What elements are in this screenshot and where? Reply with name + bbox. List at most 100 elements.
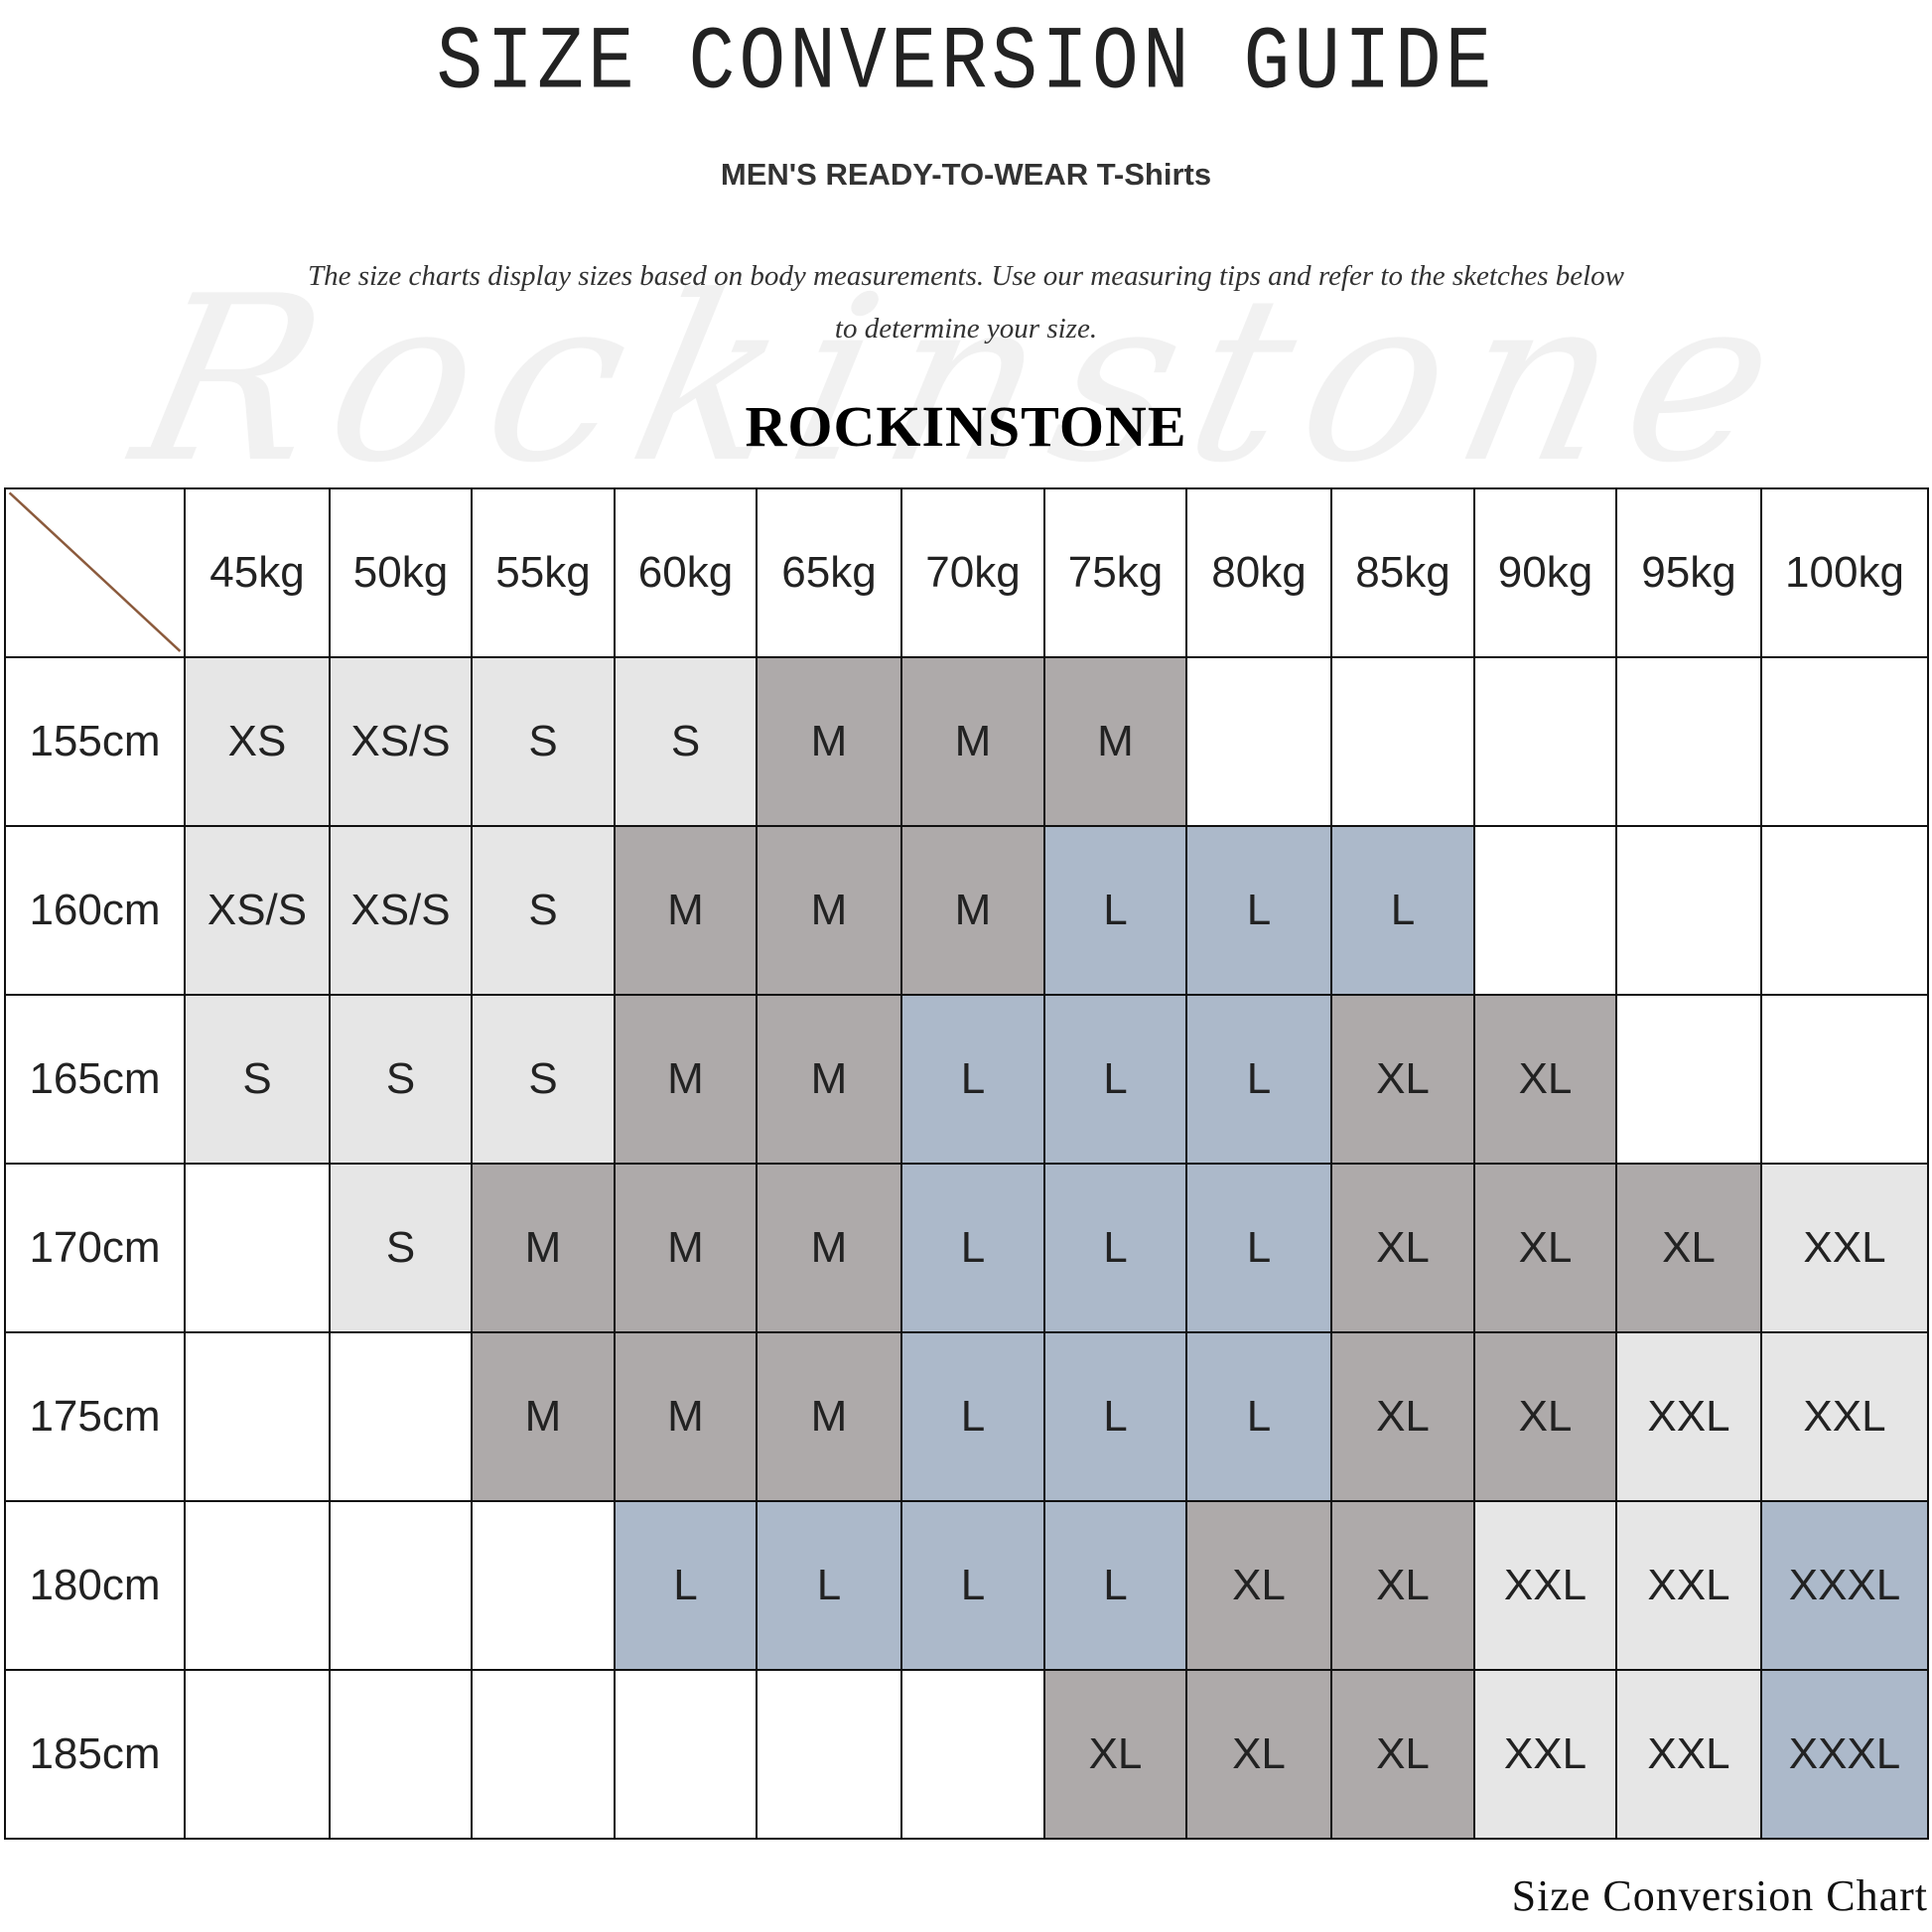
- table-row: 160cm XS/S XS/S S M M M L L L: [4, 825, 1929, 996]
- size-cell: [471, 1500, 616, 1671]
- size-cell: L: [1185, 994, 1332, 1165]
- size-cell: XL: [1473, 1163, 1617, 1333]
- brand-name: ROCKINSTONE: [745, 394, 1187, 459]
- size-cell: [900, 1669, 1045, 1840]
- corner-cell: [4, 487, 186, 658]
- size-cell: [184, 1500, 331, 1671]
- description: The size charts display sizes based on b…: [307, 260, 1625, 345]
- column-header-weight: 55kg: [471, 487, 616, 658]
- size-cell: M: [756, 994, 902, 1165]
- size-cell: L: [1043, 825, 1187, 996]
- size-cell: XL: [1330, 1500, 1475, 1671]
- size-cell: M: [900, 825, 1045, 996]
- column-header-weight: 80kg: [1185, 487, 1332, 658]
- column-header-weight: 100kg: [1760, 487, 1929, 658]
- size-cell: M: [756, 1163, 902, 1333]
- size-cell: L: [900, 1331, 1045, 1502]
- size-cell: L: [756, 1500, 902, 1671]
- row-header-height: 175cm: [4, 1331, 186, 1502]
- column-header-weight: 85kg: [1330, 487, 1475, 658]
- column-header-weight: 60kg: [614, 487, 758, 658]
- row-header-height: 155cm: [4, 656, 186, 827]
- size-cell: M: [756, 656, 902, 827]
- size-cell: M: [614, 994, 758, 1165]
- column-header-weight: 90kg: [1473, 487, 1617, 658]
- size-cell: M: [756, 1331, 902, 1502]
- size-cell: L: [900, 1163, 1045, 1333]
- column-header-weight: 75kg: [1043, 487, 1187, 658]
- size-cell: S: [184, 994, 331, 1165]
- row-header-height: 185cm: [4, 1669, 186, 1840]
- size-cell: M: [756, 825, 902, 996]
- size-cell: L: [1185, 1331, 1332, 1502]
- column-header-weight: 95kg: [1615, 487, 1762, 658]
- size-cell: XS: [184, 656, 331, 827]
- size-cell: [329, 1669, 473, 1840]
- size-cell: XL: [1473, 1331, 1617, 1502]
- row-header-height: 160cm: [4, 825, 186, 996]
- size-cell: XL: [1185, 1500, 1332, 1671]
- size-cell: L: [1185, 825, 1332, 996]
- size-cell: XXXL: [1760, 1500, 1929, 1671]
- size-cell: [1760, 656, 1929, 827]
- size-cell: L: [1043, 994, 1187, 1165]
- column-header-weight: 45kg: [184, 487, 331, 658]
- size-cell: XXL: [1760, 1331, 1929, 1502]
- size-cell: XL: [1043, 1669, 1187, 1840]
- table-row: 175cm M M M L L L XL XL XXL XXL: [4, 1331, 1929, 1502]
- size-cell: [1615, 994, 1762, 1165]
- size-cell: M: [1043, 656, 1187, 827]
- row-header-height: 170cm: [4, 1163, 186, 1333]
- table-row: 185cm XL XL XL XXL XXL XXXL: [4, 1669, 1929, 1840]
- size-cell: XXL: [1615, 1331, 1762, 1502]
- size-cell: [184, 1163, 331, 1333]
- row-header-height: 165cm: [4, 994, 186, 1165]
- column-header-weight: 70kg: [900, 487, 1045, 658]
- size-cell: [756, 1669, 902, 1840]
- size-cell: L: [1043, 1500, 1187, 1671]
- size-cell: L: [614, 1500, 758, 1671]
- size-cell: [1473, 656, 1617, 827]
- size-cell: L: [1185, 1163, 1332, 1333]
- column-header-weight: 50kg: [329, 487, 473, 658]
- size-cell: L: [1043, 1163, 1187, 1333]
- table-row: 155cm XS XS/S S S M M M: [4, 656, 1929, 827]
- size-cell: L: [1043, 1331, 1187, 1502]
- size-cell: XL: [1473, 994, 1617, 1165]
- table-row: 180cm L L L L XL XL XXL XXL XXXL: [4, 1500, 1929, 1671]
- size-cell: XXL: [1615, 1669, 1762, 1840]
- size-cell: XXL: [1760, 1163, 1929, 1333]
- size-cell: XL: [1615, 1163, 1762, 1333]
- size-cell: [1330, 656, 1475, 827]
- size-cell: M: [471, 1331, 616, 1502]
- size-cell: S: [471, 825, 616, 996]
- size-cell: [329, 1331, 473, 1502]
- size-cell: XXL: [1473, 1500, 1617, 1671]
- table-row: 170cm S M M M L L L XL XL XL XXL: [4, 1163, 1929, 1333]
- size-cell: XXXL: [1760, 1669, 1929, 1840]
- size-cell: [1760, 994, 1929, 1165]
- size-cell: XS/S: [184, 825, 331, 996]
- footer-caption: Size Conversion Chart: [1511, 1871, 1928, 1920]
- page-title: SIZE CONVERSION GUIDE: [436, 14, 1496, 115]
- size-cell: XL: [1330, 1669, 1475, 1840]
- size-cell: M: [614, 825, 758, 996]
- size-cell: S: [614, 656, 758, 827]
- size-cell: L: [900, 1500, 1045, 1671]
- row-header-height: 180cm: [4, 1500, 186, 1671]
- size-table: 45kg 50kg 55kg 60kg 65kg 70kg 75kg 80kg 85kg 90kg…: [4, 487, 1929, 1840]
- size-cell: M: [471, 1163, 616, 1333]
- size-cell: [1615, 825, 1762, 996]
- size-cell: XL: [1185, 1669, 1332, 1840]
- size-cell: [184, 1331, 331, 1502]
- size-cell: XL: [1330, 1331, 1475, 1502]
- subtitle: MEN'S READY-TO-WEAR T-Shirts: [720, 157, 1212, 192]
- size-cell: S: [329, 1163, 473, 1333]
- size-cell: XS/S: [329, 825, 473, 996]
- size-cell: M: [614, 1331, 758, 1502]
- diagonal-line: [6, 489, 184, 656]
- size-cell: [329, 1500, 473, 1671]
- column-header-weight: 65kg: [756, 487, 902, 658]
- size-cell: XL: [1330, 994, 1475, 1165]
- size-cell: M: [900, 656, 1045, 827]
